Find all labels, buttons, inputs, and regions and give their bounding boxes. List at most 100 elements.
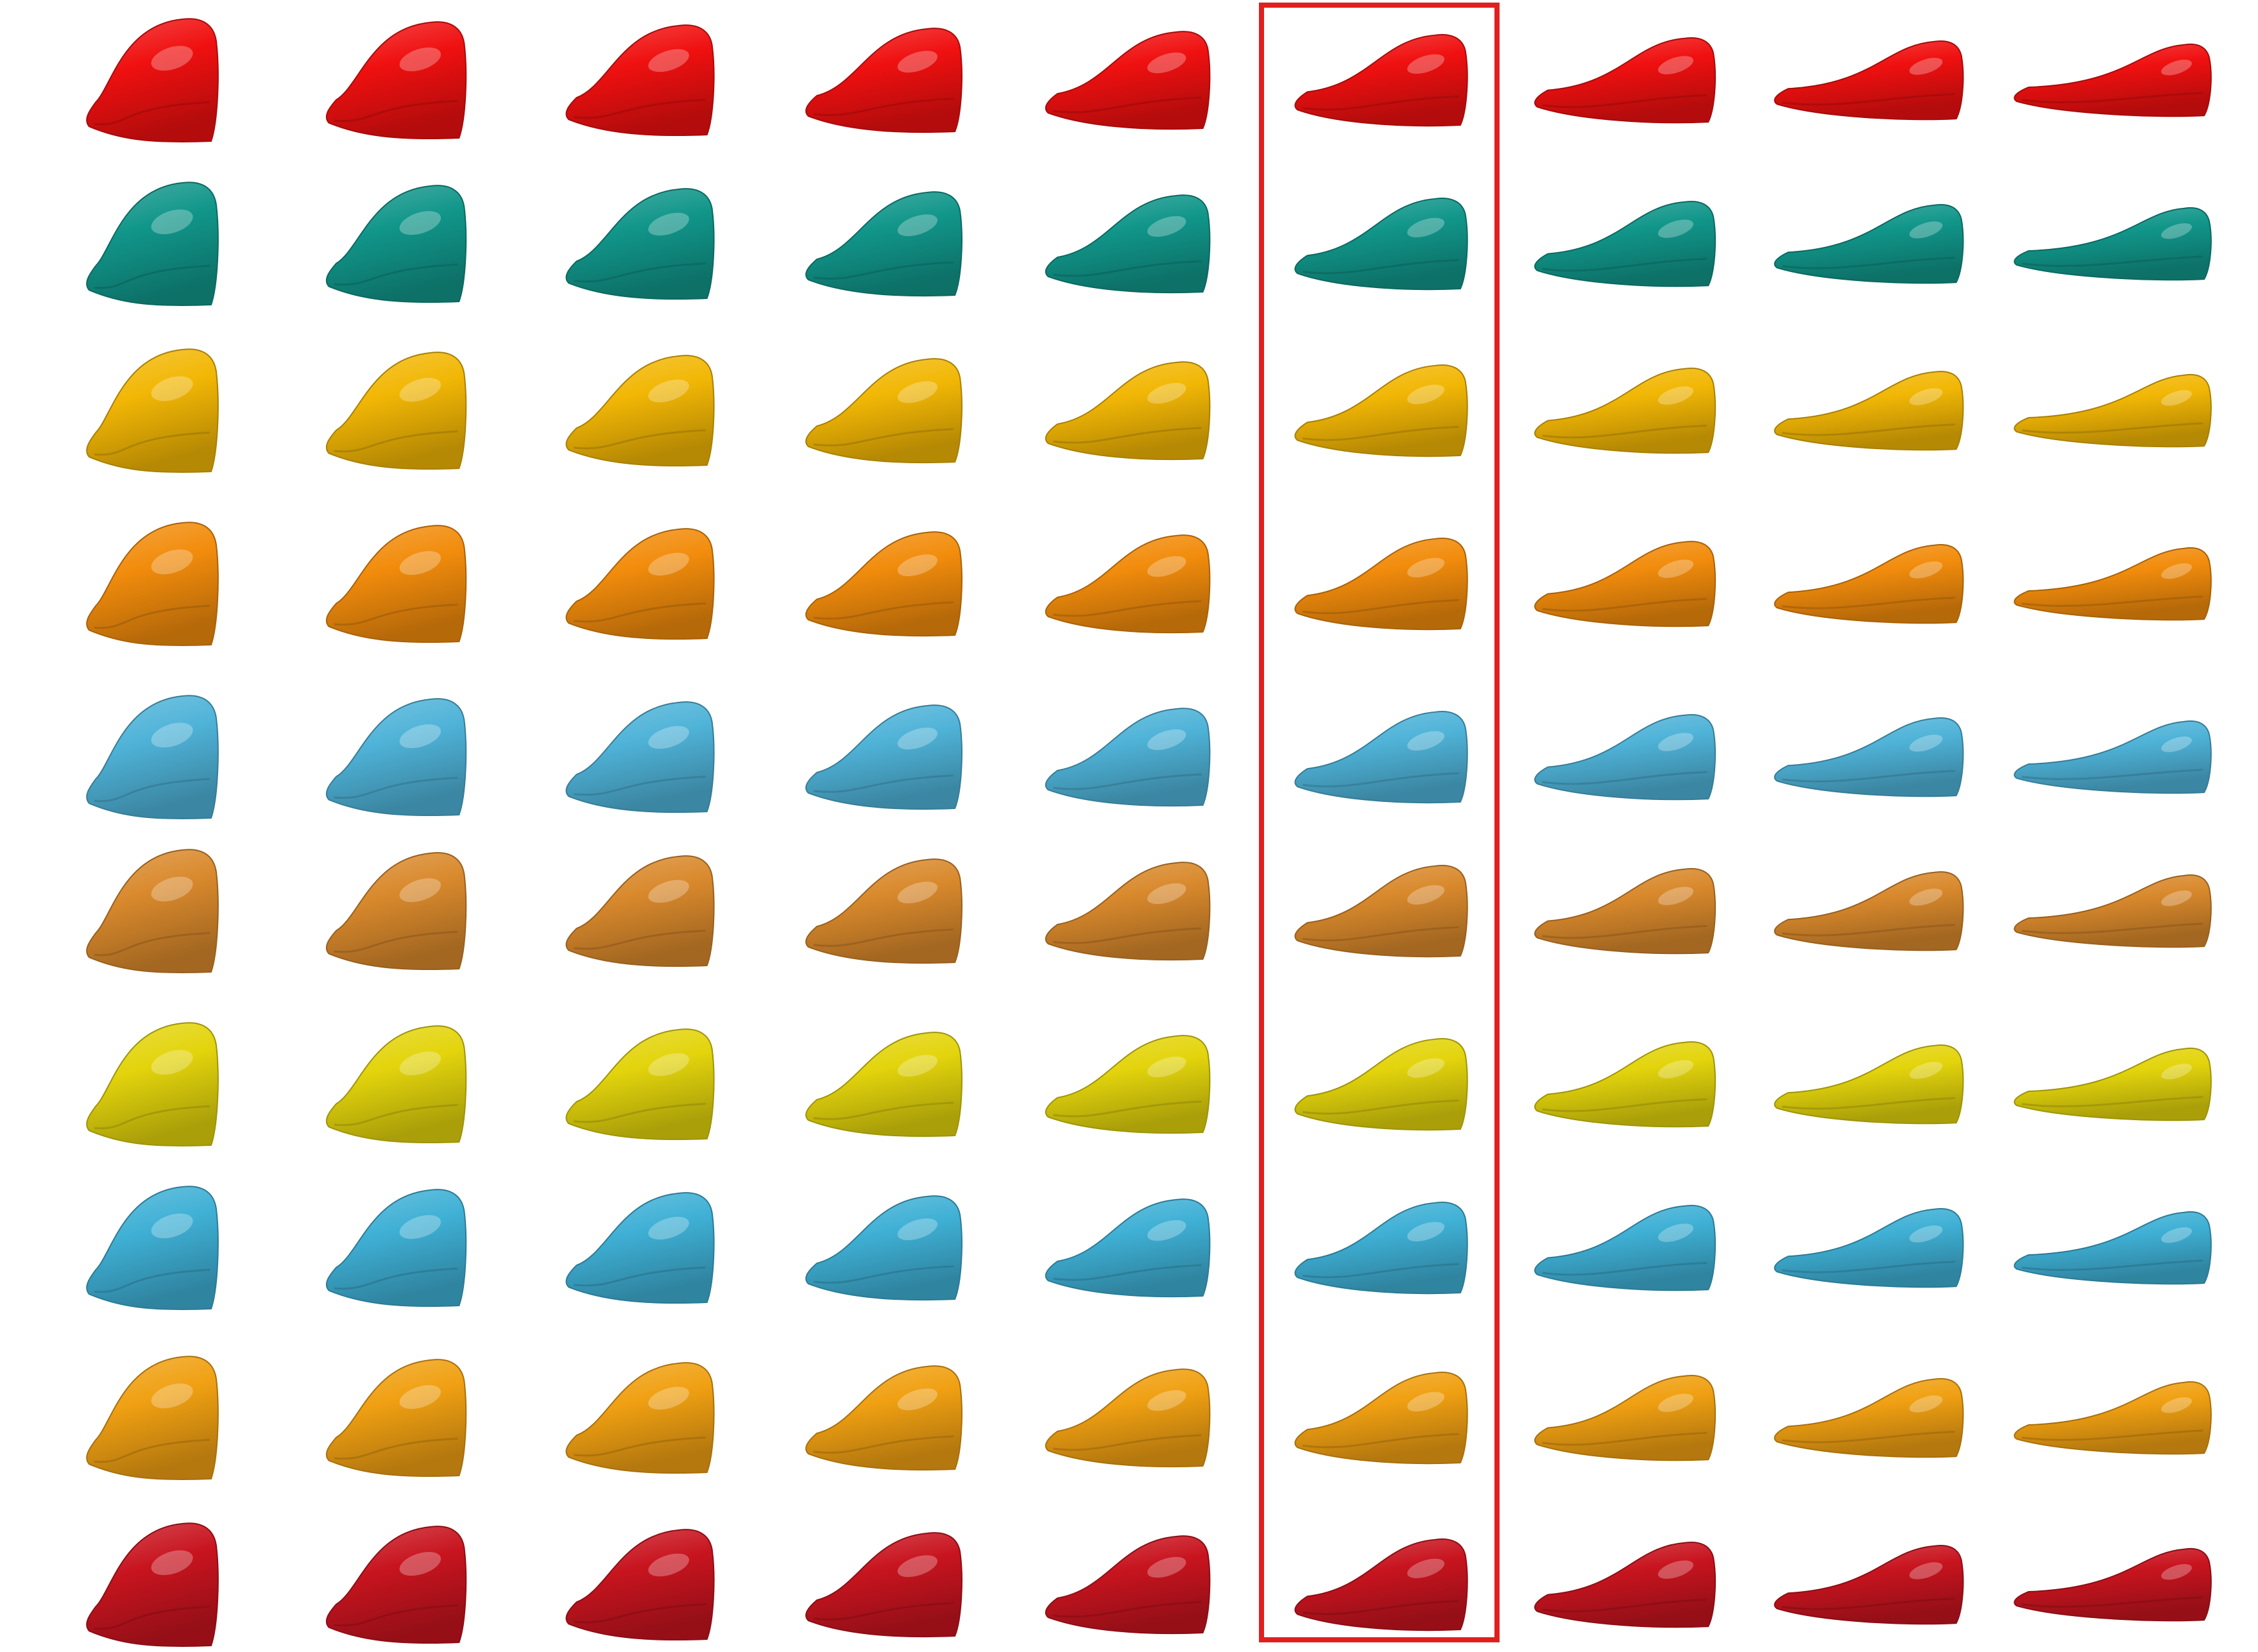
mandible-seam <box>1302 772 1459 788</box>
beak-body <box>2014 43 2212 117</box>
beak-body <box>1534 37 1716 124</box>
beak-shape <box>1774 1044 1964 1125</box>
mandible-seam <box>334 1267 458 1290</box>
beak-shape <box>2014 1547 2212 1622</box>
beak-highlight <box>399 47 441 72</box>
beak-highlight <box>2161 389 2192 406</box>
beak-body <box>1534 368 1716 454</box>
mandible-seam <box>813 261 954 280</box>
beak-body <box>86 348 219 473</box>
beak-body <box>325 21 467 140</box>
beak-shape <box>1294 865 1468 958</box>
beak-body <box>1045 361 1211 461</box>
beak-body <box>1294 34 1468 127</box>
mandible-seam <box>1782 1597 1955 1610</box>
beak-shape <box>1774 1545 1964 1625</box>
beak-highlight <box>2161 59 2192 76</box>
mandible-seam <box>94 101 210 126</box>
beak-body <box>1294 1372 1468 1465</box>
beak-highlight <box>648 1386 689 1410</box>
beak-highlight <box>2161 890 2192 907</box>
beak-shape <box>1294 364 1468 457</box>
beak-body <box>805 358 962 464</box>
mandible-seam <box>1053 96 1202 114</box>
beak-body <box>1774 871 1964 951</box>
beak-body <box>1045 31 1211 130</box>
beak-shape <box>565 1362 715 1474</box>
beak-shape <box>2014 1047 2212 1121</box>
beak-highlight <box>897 1218 938 1241</box>
beak-body <box>2014 874 2212 948</box>
mandible-seam <box>813 774 954 793</box>
beak-highlight <box>1407 217 1445 237</box>
beak-shape <box>565 24 715 137</box>
mandible-seam <box>813 1102 954 1120</box>
beak-shape <box>1045 534 1211 634</box>
beak-body <box>1534 714 1716 801</box>
beak-body <box>2014 1047 2212 1121</box>
beak-body <box>805 858 962 964</box>
mandible-seam <box>1053 773 1202 790</box>
mandible-seam <box>574 1436 706 1457</box>
beak-highlight <box>1909 1062 1943 1079</box>
beak-highlight <box>2161 1397 2192 1413</box>
beak-shape <box>86 348 219 473</box>
beak-highlight <box>1147 1220 1186 1241</box>
mandible-seam <box>574 262 706 283</box>
beak-body <box>1045 534 1211 634</box>
beak-highlight <box>648 726 689 749</box>
mandible-seam <box>574 1103 706 1123</box>
mandible-seam <box>2021 255 2203 267</box>
beak-shape <box>1774 40 1964 121</box>
beak-body <box>805 704 962 810</box>
beak-highlight <box>1658 1060 1694 1078</box>
beak-shape <box>325 1359 467 1477</box>
beak-highlight <box>1407 558 1445 577</box>
beak-body <box>1294 198 1468 291</box>
beak-body <box>86 182 219 306</box>
beak-body <box>565 855 715 967</box>
beak-body <box>325 1526 467 1644</box>
beak-shape <box>325 352 467 470</box>
beak-highlight <box>399 878 441 903</box>
beak-highlight <box>648 49 689 72</box>
mandible-seam <box>1542 1431 1707 1446</box>
beak-shape <box>565 1192 715 1304</box>
beak-shape <box>1774 1208 1964 1288</box>
beak-highlight <box>1658 733 1694 751</box>
beak-highlight <box>151 722 193 748</box>
beak-highlight <box>399 1385 441 1409</box>
beak-body <box>325 525 467 643</box>
beak-shape <box>805 1365 962 1471</box>
beak-highlight <box>1909 221 1943 239</box>
beak-shape <box>1534 1375 1716 1461</box>
beak-highlight <box>1658 1560 1694 1579</box>
beak-highlight <box>399 211 441 235</box>
beak-shape <box>1045 708 1211 807</box>
beak-highlight <box>648 552 689 576</box>
beak-body <box>1774 1378 1964 1458</box>
beak-shape <box>1045 1535 1211 1635</box>
beak-shape <box>1534 541 1716 627</box>
beak-highlight <box>897 1055 938 1077</box>
mandible-seam <box>1542 1598 1707 1613</box>
mandible-seam <box>1053 427 1202 444</box>
beak-highlight <box>1407 1222 1445 1241</box>
mandible-seam <box>94 1105 210 1130</box>
beak-shape <box>1774 717 1964 797</box>
beak-body <box>325 1025 467 1144</box>
beak-body <box>565 188 715 300</box>
beak-highlight <box>648 212 689 236</box>
beak-shape <box>1534 1205 1716 1291</box>
beak-shape <box>86 1022 219 1146</box>
beak-highlight <box>151 1550 193 1576</box>
beak-body <box>2014 373 2212 448</box>
beak-body <box>1534 201 1716 287</box>
mandible-seam <box>334 430 458 453</box>
beak-highlight <box>1147 1056 1186 1078</box>
beak-highlight <box>151 1213 193 1239</box>
beak-highlight <box>648 880 689 903</box>
mandible-seam <box>334 263 458 286</box>
beak-shape <box>1045 194 1211 294</box>
mandible-seam <box>334 603 458 626</box>
